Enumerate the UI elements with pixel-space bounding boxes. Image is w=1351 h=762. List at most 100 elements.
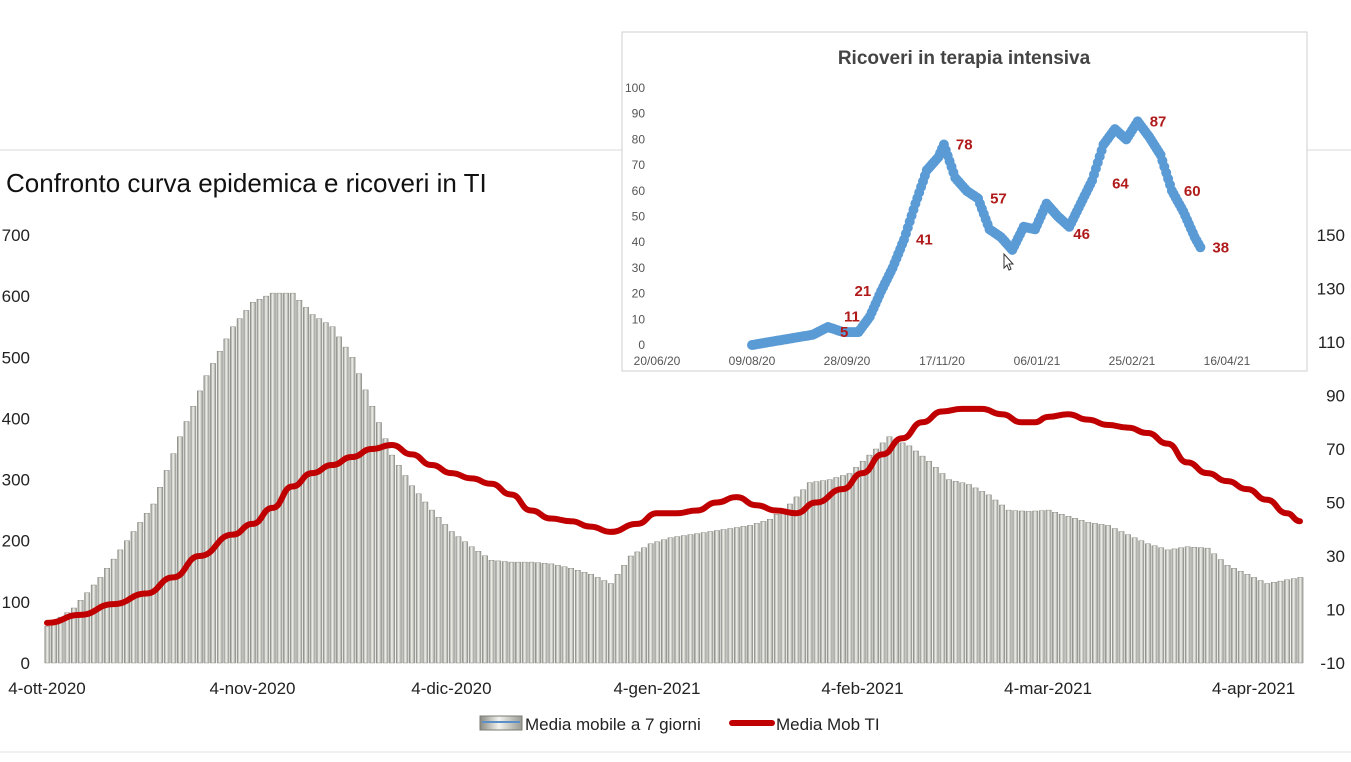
inset-y-tick-label: 50: [632, 210, 646, 224]
bar: [1111, 528, 1118, 664]
bar: [1191, 547, 1198, 664]
right-tick-label: 30: [1326, 547, 1345, 566]
bar: [674, 536, 681, 664]
bar: [833, 477, 840, 664]
inset-y-tick-label: 20: [632, 287, 646, 301]
inset-x-tick-label: 20/06/20: [634, 354, 681, 368]
inset-y-tick-label: 0: [638, 338, 645, 352]
bar: [475, 551, 482, 664]
bar: [402, 475, 409, 664]
bar: [495, 560, 502, 664]
bar: [210, 363, 216, 664]
bar: [51, 621, 57, 664]
bar: [177, 436, 183, 664]
inset-data-label: 60: [1184, 183, 1201, 200]
bar: [966, 484, 972, 664]
bar: [1085, 522, 1092, 664]
bar: [1158, 547, 1165, 664]
bar: [362, 389, 369, 664]
bar: [548, 563, 555, 664]
bar: [243, 310, 250, 664]
bar: [1052, 512, 1058, 664]
bar: [840, 475, 846, 664]
x-tick-label: 4-dic-2020: [411, 679, 491, 698]
x-tick-label: 4-feb-2021: [821, 679, 903, 698]
bar: [734, 527, 740, 664]
bar: [859, 461, 866, 664]
bar: [356, 373, 362, 664]
bar: [1025, 511, 1032, 664]
bar: [541, 563, 548, 664]
bar: [1091, 523, 1098, 664]
left-axis: 0 100 200 300 400 500 600 700: [2, 226, 30, 673]
bar: [1244, 574, 1251, 664]
bar: [382, 438, 389, 664]
inset-data-label: 78: [956, 137, 973, 154]
bar: [1217, 559, 1224, 664]
left-tick-label: 200: [2, 532, 30, 551]
bar: [1019, 510, 1025, 664]
inset-y-axis: 0 10 20 30 40 50 60 70 80 90 100: [625, 81, 645, 352]
bar: [263, 295, 270, 664]
inset-x-tick-label: 09/08/20: [729, 354, 776, 368]
bar: [581, 572, 588, 664]
bar: [515, 561, 521, 664]
inset-y-tick-label: 90: [632, 107, 646, 121]
bar: [627, 555, 634, 664]
bar: [1257, 580, 1264, 664]
bar: [946, 479, 952, 664]
bar: [163, 470, 170, 664]
bar: [183, 421, 190, 664]
bar: [1072, 518, 1078, 664]
bar: [753, 523, 760, 664]
bar: [1032, 510, 1039, 664]
left-tick-label: 400: [2, 409, 30, 428]
bar: [528, 561, 535, 664]
bar: [594, 577, 601, 664]
inset-data-label: 87: [1150, 113, 1167, 130]
inset-x-tick-label: 25/02/21: [1109, 354, 1156, 368]
bar: [389, 454, 395, 664]
x-tick-label: 4-gen-2021: [613, 679, 700, 698]
main-chart-title: Confronto curva epidemica e ricoveri in …: [6, 168, 487, 198]
right-tick-label: 10: [1326, 601, 1345, 620]
right-tick-label: -10: [1320, 654, 1345, 673]
bar: [1012, 510, 1019, 664]
bar: [429, 509, 435, 664]
bar: [555, 565, 561, 664]
inset-data-label: 5: [840, 324, 848, 341]
bar: [654, 541, 661, 664]
bar: [1138, 540, 1145, 664]
bar: [70, 607, 77, 664]
bar: [601, 580, 608, 664]
bar: [283, 292, 289, 664]
bar: [143, 513, 150, 664]
bar: [886, 436, 893, 664]
bar: [879, 442, 886, 664]
bar: [150, 503, 157, 664]
bar: [873, 448, 879, 664]
x-tick-label: 4-mar-2021: [1004, 679, 1092, 698]
inset-data-label: 57: [990, 191, 1007, 208]
bar: [1151, 545, 1158, 664]
x-tick-label: 4-apr-2021: [1212, 679, 1295, 698]
left-tick-label: 500: [2, 348, 30, 367]
inset-x-tick-label: 06/01/21: [1014, 354, 1061, 368]
left-tick-label: 0: [21, 654, 30, 673]
bar: [1178, 547, 1184, 664]
bar: [853, 467, 860, 664]
bar: [442, 524, 449, 664]
bar: [1284, 579, 1290, 664]
bar: [1045, 509, 1052, 664]
bar: [1131, 537, 1138, 664]
bar: [714, 530, 720, 664]
bar: [800, 489, 807, 664]
inset-annotations: 511 21 41 78 57 46 64 87 60 38: [840, 113, 1229, 341]
bar: [588, 574, 594, 664]
line-series-media-mob-ti: [44, 405, 1303, 626]
right-axis: -10 10 30 50 70 90 110 130 150: [1317, 226, 1345, 673]
inset-data-label: 64: [1112, 176, 1129, 193]
bar: [913, 450, 919, 664]
bar: [1144, 543, 1151, 664]
